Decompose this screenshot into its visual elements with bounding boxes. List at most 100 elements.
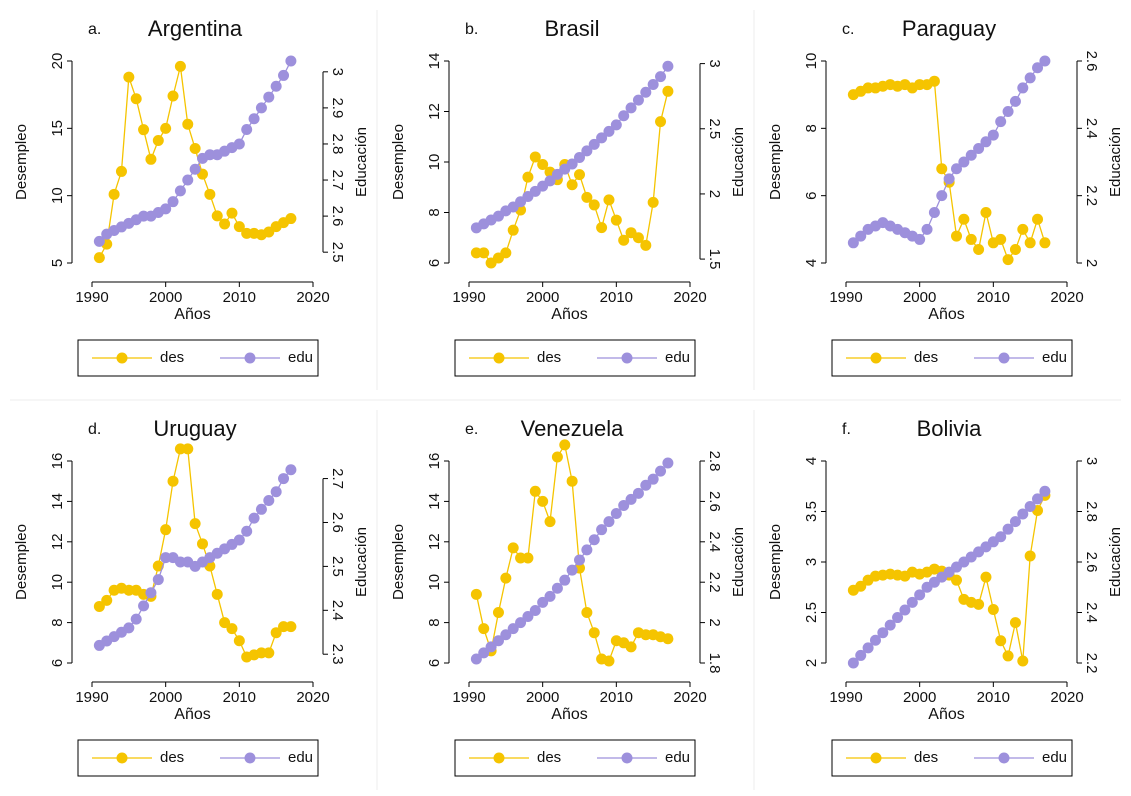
point xyxy=(167,90,179,102)
point xyxy=(640,239,652,251)
point xyxy=(1032,493,1044,505)
point xyxy=(603,655,615,667)
point xyxy=(507,623,519,635)
point xyxy=(559,439,571,451)
x-tick-label: 1990 xyxy=(75,289,108,306)
y-tick-label: 8 xyxy=(426,208,443,216)
x-tick-label: 2000 xyxy=(149,289,182,306)
point xyxy=(603,194,615,206)
point xyxy=(152,574,164,586)
point xyxy=(1039,55,1051,67)
point xyxy=(662,85,674,97)
panel-label: b. xyxy=(465,21,478,38)
point xyxy=(529,151,541,163)
point xyxy=(478,247,490,259)
point xyxy=(478,623,490,635)
point xyxy=(914,233,926,245)
x-tick-label: 2020 xyxy=(296,289,329,306)
x-tick-label: 2020 xyxy=(296,689,329,706)
point xyxy=(596,132,608,144)
legend-label: edu xyxy=(1042,749,1067,766)
y-tick-label: 15 xyxy=(49,120,66,137)
point xyxy=(965,149,977,161)
x-axis-title: Años xyxy=(551,706,587,723)
legend-marker xyxy=(116,352,128,364)
point xyxy=(1017,655,1029,667)
point xyxy=(285,213,297,225)
point xyxy=(115,165,127,177)
y-axis-title: Desempleo xyxy=(767,524,784,600)
point xyxy=(1017,82,1029,94)
panel: f. Bolivia 2 2.5 3 3.5 4 Desempleo 2.2 2.4 2.6 2.8 3… xyxy=(767,416,1124,777)
point xyxy=(233,221,245,233)
point xyxy=(130,613,142,625)
point xyxy=(278,69,290,81)
legend-marker xyxy=(493,752,505,764)
point xyxy=(529,604,541,616)
point xyxy=(197,538,208,550)
point xyxy=(625,102,637,114)
legend-marker xyxy=(870,752,882,764)
point xyxy=(226,207,238,219)
point xyxy=(588,534,600,546)
point xyxy=(566,475,578,487)
point xyxy=(647,196,659,208)
point xyxy=(892,612,904,624)
y2-axis-title: Educación xyxy=(730,127,747,197)
point xyxy=(93,252,105,264)
point xyxy=(973,244,985,256)
point xyxy=(507,224,519,236)
point xyxy=(515,617,527,629)
point xyxy=(1009,244,1021,256)
x-tick-label: 2010 xyxy=(977,289,1010,306)
series-line xyxy=(476,65,669,229)
y2-tick-label: 2.4 xyxy=(329,600,346,621)
point xyxy=(559,574,571,586)
point xyxy=(492,607,504,618)
y-tick-label: 16 xyxy=(426,453,443,470)
legend-marker xyxy=(116,752,128,764)
point xyxy=(965,233,977,245)
y2-tick-label: 2.5 xyxy=(706,118,723,139)
point xyxy=(655,116,667,128)
point xyxy=(226,623,238,635)
legend-label: des xyxy=(537,749,561,766)
panel: e. Venezuela 6 8 10 12 14 16 Desempleo 1.8 2 2.2 2.4… xyxy=(390,416,747,777)
point xyxy=(884,619,896,631)
point xyxy=(182,118,194,130)
point xyxy=(958,156,970,168)
chart-title: Uruguay xyxy=(153,416,236,441)
point xyxy=(1032,62,1044,74)
point xyxy=(632,232,644,244)
point xyxy=(152,134,164,146)
x-tick-label: 2010 xyxy=(600,689,633,706)
point xyxy=(544,590,556,602)
y2-tick-label: 2.2 xyxy=(706,572,723,593)
point xyxy=(189,143,201,155)
legend-marker xyxy=(621,352,633,364)
point xyxy=(485,641,497,653)
point xyxy=(596,524,608,536)
y2-tick-label: 3 xyxy=(1083,457,1100,465)
point xyxy=(500,629,512,641)
point xyxy=(160,524,172,536)
point xyxy=(255,102,267,114)
point xyxy=(285,621,297,633)
y-tick-label: 4 xyxy=(803,457,820,465)
y-tick-label: 10 xyxy=(426,154,443,171)
y2-tick-label: 1.8 xyxy=(706,653,723,674)
point xyxy=(951,230,962,242)
y-tick-label: 3.5 xyxy=(803,501,820,522)
y2-tick-label: 2.6 xyxy=(329,206,346,227)
y2-tick-label: 2.3 xyxy=(329,644,346,665)
y-tick-label: 6 xyxy=(803,191,820,199)
y2-tick-label: 2.4 xyxy=(706,531,723,552)
x-tick-label: 2000 xyxy=(526,689,559,706)
y2-tick-label: 2 xyxy=(1083,259,1100,267)
x-tick-label: 1990 xyxy=(75,689,108,706)
y-axis-title: Desempleo xyxy=(13,124,30,200)
point xyxy=(588,138,600,150)
point xyxy=(189,518,201,530)
point xyxy=(655,465,667,477)
point xyxy=(93,235,105,247)
